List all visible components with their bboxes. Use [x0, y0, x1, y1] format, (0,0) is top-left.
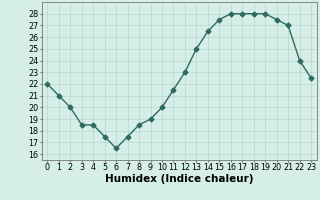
X-axis label: Humidex (Indice chaleur): Humidex (Indice chaleur)	[105, 174, 253, 184]
